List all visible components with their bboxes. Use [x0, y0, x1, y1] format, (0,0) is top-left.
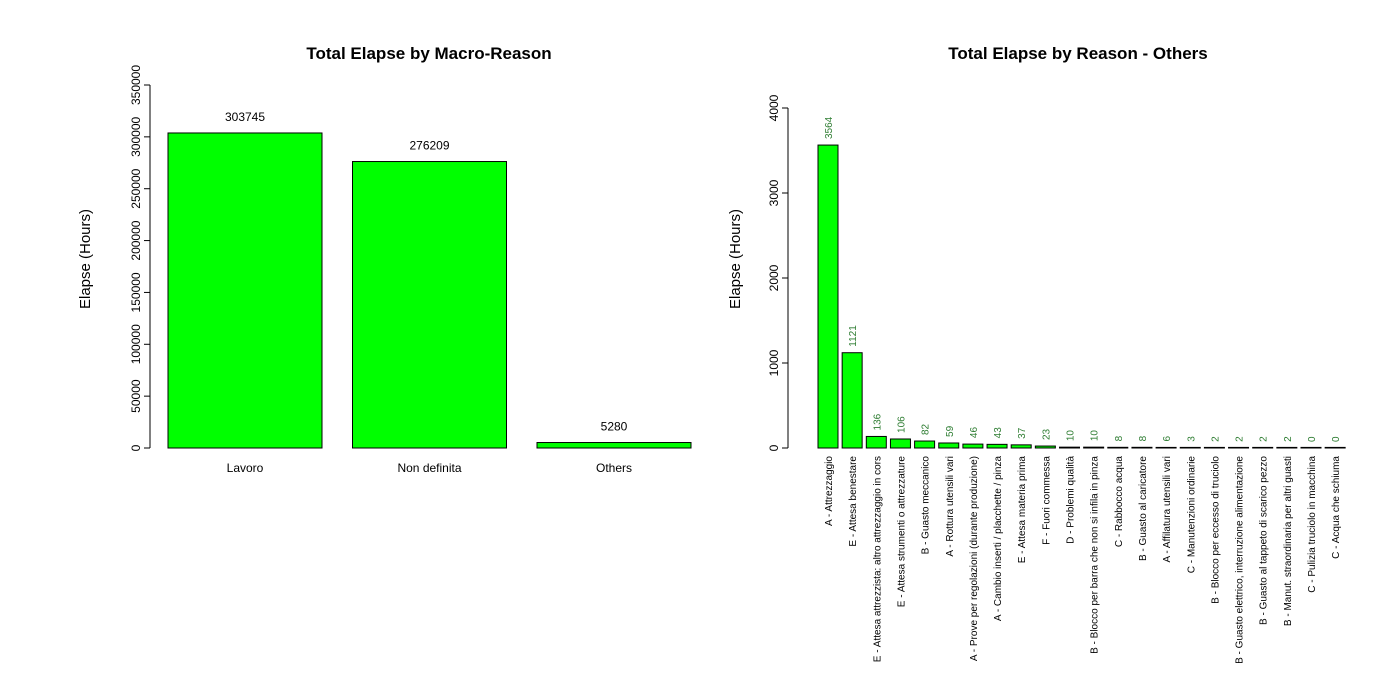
- bar: [817, 144, 839, 449]
- category-label: Others: [596, 461, 632, 475]
- category-label: B - Guasto elettrico, interruzione alime…: [1235, 456, 1246, 664]
- bar: [1252, 446, 1274, 449]
- y-axis-label: Elapse (Hours): [77, 209, 94, 309]
- data-label: 276209: [409, 139, 449, 153]
- y-tick-label: 350000: [129, 65, 143, 105]
- data-label: 8: [1138, 435, 1149, 441]
- bars: 303745 Lavoro 276209 Non definita 5280 Others: [167, 110, 692, 475]
- data-label: 43: [993, 427, 1004, 439]
- data-label: 3564: [824, 116, 835, 139]
- category-label: E - Attesa materia prima: [1017, 456, 1028, 564]
- data-label: 46: [969, 427, 980, 439]
- y-tick-label: 0: [129, 444, 143, 451]
- bar: [1155, 446, 1177, 449]
- bar: [1179, 446, 1201, 449]
- category-label: A - Cambio inserti / placchette / pinza: [993, 456, 1004, 622]
- bar: [1300, 446, 1322, 449]
- category-label: A - Affilatura utensili vari: [1162, 456, 1173, 563]
- bar: [1324, 446, 1346, 449]
- data-label: 1121: [848, 325, 859, 347]
- category-label: A - Prove per regolazioni (durante produ…: [969, 456, 980, 661]
- y-axis-label: Elapse (Hours): [727, 209, 744, 309]
- category-label: F - Fuori commessa: [1041, 456, 1052, 545]
- y-axis: 0 1000 2000 3000 4000: [767, 94, 789, 451]
- data-label: 0: [1307, 436, 1318, 442]
- category-label: C - Rabbocco acqua: [1114, 456, 1125, 548]
- data-label: 136: [872, 413, 883, 430]
- data-label: 303745: [225, 110, 265, 124]
- reason-others-chart: Total Elapse by Reason - Others Elapse (…: [727, 44, 1346, 664]
- category-label: B - Guasto meccanico: [921, 456, 932, 555]
- bar: [865, 435, 887, 449]
- bar: [167, 132, 323, 449]
- category-label: A - Rottura utensili vari: [945, 456, 956, 557]
- data-label: 82: [921, 423, 932, 435]
- data-label: 2: [1235, 436, 1246, 442]
- y-tick-label: 250000: [129, 168, 143, 208]
- category-label: B - Manut. straordinaria per altri guast…: [1283, 456, 1294, 626]
- data-label: 2: [1210, 436, 1221, 442]
- y-tick-label: 2000: [767, 264, 781, 291]
- bar: [1107, 446, 1129, 449]
- category-label: B - Guasto al tappeto di scarico pezzo: [1259, 456, 1270, 625]
- y-tick-label: 4000: [767, 94, 781, 121]
- data-label: 59: [945, 425, 956, 437]
- y-tick-label: 200000: [129, 220, 143, 260]
- bar: [889, 438, 911, 449]
- bars: 3564 A - Attrezzaggio 1121 E - Attesa benes…: [817, 116, 1346, 664]
- data-label: 10: [1066, 430, 1077, 442]
- category-label: B - Guasto al caricatore: [1138, 456, 1149, 561]
- category-label: E - Attesa benestare: [848, 456, 859, 547]
- bar: [986, 443, 1008, 449]
- category-label: E - Attesa attrezzista: altro attrezzagg…: [872, 456, 883, 662]
- bar: [1059, 446, 1080, 449]
- data-label: 3: [1186, 436, 1197, 442]
- bar: [352, 161, 507, 449]
- macro-reason-chart: Total Elapse by Macro-Reason Elapse (Hou…: [77, 44, 692, 475]
- data-label: 6: [1162, 435, 1173, 441]
- category-label: C - Manutenzioni ordinarie: [1186, 456, 1197, 574]
- y-tick-label: 300000: [129, 117, 143, 157]
- category-label: E - Attesa strumenti o attrezzature: [896, 456, 907, 608]
- bar: [1131, 446, 1153, 449]
- category-label: Lavoro: [227, 461, 264, 475]
- category-label: B - Blocco per barra che non si infila i…: [1090, 456, 1101, 654]
- data-label: 8: [1114, 435, 1125, 441]
- bar: [1034, 445, 1056, 449]
- chart-title: Total Elapse by Macro-Reason: [306, 44, 551, 63]
- category-label: B - Blocco per eccesso di truciolo: [1210, 456, 1221, 604]
- y-tick-label: 100000: [129, 324, 143, 364]
- data-label: 2: [1283, 436, 1294, 442]
- category-label: C - Acqua che schiuma: [1331, 456, 1342, 559]
- bar: [1228, 446, 1250, 449]
- bar: [1010, 444, 1032, 449]
- category-label: C - Pulizia truciolo in macchina: [1307, 456, 1318, 593]
- bar: [914, 440, 936, 449]
- category-label: A - Attrezzaggio: [824, 456, 835, 526]
- bar: [536, 442, 692, 449]
- y-tick-label: 3000: [767, 179, 781, 206]
- y-tick-label: 50000: [129, 379, 143, 413]
- data-label: 10: [1090, 430, 1101, 442]
- y-axis: 0 50000 100000 150000 200000 250000 300000 3500…: [129, 65, 151, 451]
- category-label: D - Problemi qualità: [1066, 456, 1077, 544]
- bar: [938, 442, 960, 449]
- y-tick-label: 1000: [767, 349, 781, 376]
- data-label: 5280: [601, 420, 628, 434]
- data-label: 2: [1259, 436, 1270, 442]
- data-label: 106: [896, 416, 907, 433]
- bar: [962, 443, 984, 449]
- data-label: 0: [1331, 436, 1342, 442]
- bar: [841, 352, 863, 449]
- category-label: Non definita: [397, 461, 461, 475]
- bar: [1083, 446, 1105, 449]
- y-tick-label: 150000: [129, 272, 143, 312]
- data-label: 23: [1041, 428, 1052, 440]
- bar: [1276, 446, 1298, 449]
- bar: [1203, 446, 1225, 449]
- y-tick-label: 0: [767, 444, 781, 451]
- data-label: 37: [1017, 427, 1028, 439]
- chart-title: Total Elapse by Reason - Others: [948, 44, 1207, 63]
